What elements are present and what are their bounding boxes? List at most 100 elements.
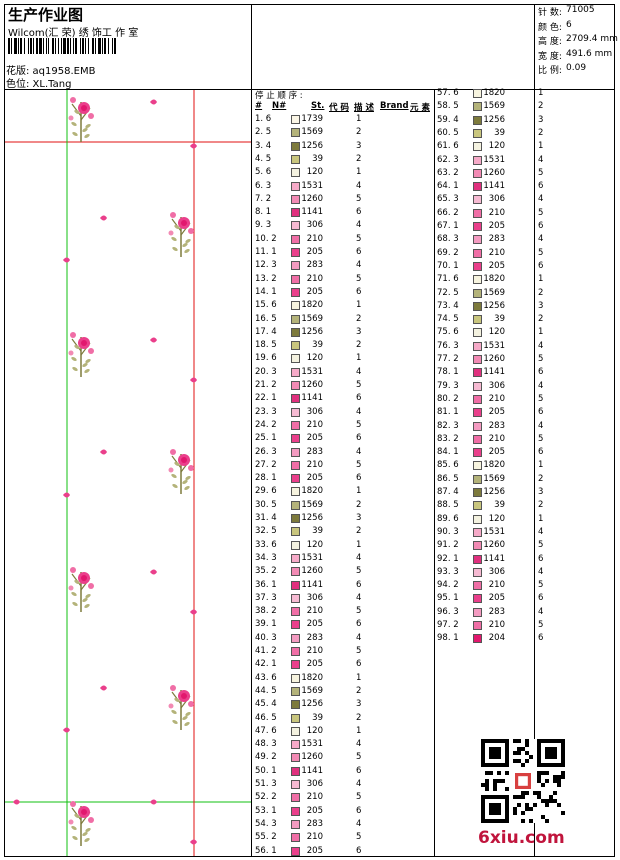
stop-index: 73. 4	[437, 300, 459, 311]
stop-row: 17. 4 1256 3	[255, 327, 430, 340]
thread-code: 1141	[301, 207, 323, 218]
stop-index: 26. 3	[255, 446, 277, 457]
color-swatch	[291, 753, 300, 763]
color-number: 2	[538, 473, 544, 484]
color-number: 4	[538, 234, 544, 245]
color-swatch	[473, 168, 482, 178]
stop-row: 37. 3 306 4	[255, 593, 430, 606]
table-divider	[434, 89, 435, 857]
color-number: 2	[538, 127, 544, 138]
color-swatch	[291, 766, 300, 776]
stop-row: 64. 1 1141 6	[437, 181, 612, 194]
stop-row: 42. 1 205 6	[255, 659, 430, 672]
stop-row: 96. 3 283 4	[437, 607, 612, 620]
stop-row: 90. 3 1531 4	[437, 527, 612, 540]
petal-motif	[13, 799, 20, 805]
stop-index: 86. 5	[437, 473, 459, 484]
stop-index: 68. 3	[437, 234, 459, 245]
spec-label: 颜 色:	[538, 22, 562, 33]
petal-motif	[150, 569, 157, 575]
color-number: 6	[356, 619, 362, 630]
color-swatch	[291, 580, 300, 590]
thread-code: 205	[306, 473, 323, 484]
color-swatch	[473, 381, 482, 391]
color-swatch	[473, 102, 482, 112]
color-swatch	[291, 314, 300, 324]
stop-row: 41. 2 210 5	[255, 646, 430, 659]
qr-code-icon	[481, 739, 565, 823]
col-header-desc: 描 述	[354, 103, 374, 113]
thread-code: 1256	[483, 114, 505, 125]
stop-index: 17. 4	[255, 326, 277, 337]
thread-code: 1256	[483, 487, 505, 497]
color-swatch	[291, 487, 300, 497]
color-number: 1	[356, 300, 362, 311]
stop-row: 34. 3 1531 4	[255, 553, 430, 566]
color-swatch	[473, 368, 482, 378]
stop-index: 87. 4	[437, 487, 459, 497]
stop-row: 60. 5 39 2	[437, 128, 612, 141]
color-swatch	[473, 248, 482, 258]
petal-motif	[100, 215, 107, 221]
color-number: 3	[356, 326, 362, 337]
color-swatch	[291, 274, 300, 284]
stop-index: 58. 5	[437, 101, 459, 112]
stop-row: 80. 2 210 5	[437, 394, 612, 407]
color-number: 1	[356, 725, 362, 736]
stop-row: 68. 3 283 4	[437, 234, 612, 247]
color-swatch	[473, 222, 482, 231]
thread-code: 210	[488, 393, 505, 404]
stop-row: 9. 3 306 4	[255, 220, 430, 233]
stop-index: 95. 1	[437, 593, 459, 604]
thread-code: 1739	[301, 114, 323, 124]
color-number: 4	[356, 446, 362, 457]
stop-row: 74. 5 39 2	[437, 314, 612, 327]
thread-code: 1256	[301, 326, 323, 337]
color-number: 5	[538, 540, 544, 551]
stop-index: 75. 6	[437, 327, 459, 338]
thread-code: 205	[488, 447, 505, 458]
color-swatch	[291, 367, 300, 377]
stop-index: 7. 2	[255, 193, 272, 204]
color-number: 5	[356, 792, 362, 803]
thread-code: 1531	[483, 340, 505, 351]
color-swatch	[473, 527, 482, 537]
color-swatch	[473, 488, 482, 497]
stop-index: 54. 3	[255, 818, 277, 829]
stop-row: 95. 1 205 6	[437, 593, 612, 606]
thread-code: 1531	[301, 552, 323, 563]
color-number: 1	[538, 460, 544, 471]
stop-row: 93. 3 306 4	[437, 567, 612, 580]
color-number: 6	[356, 433, 362, 444]
color-number: 4	[356, 818, 362, 829]
color-number: 5	[538, 433, 544, 444]
color-swatch	[291, 115, 300, 124]
thread-code: 1141	[483, 181, 505, 192]
stop-index: 14. 1	[255, 286, 277, 297]
petal-motif	[150, 99, 157, 105]
spec-value: 0.09	[566, 63, 587, 73]
color-number: 4	[356, 592, 362, 603]
stop-index: 40. 3	[255, 632, 277, 643]
stop-row: 15. 6 1820 1	[255, 300, 430, 313]
stop-index: 37. 3	[255, 592, 277, 603]
stop-row: 22. 1 1141 6	[255, 393, 430, 406]
stop-index: 22. 1	[255, 393, 277, 404]
thread-code: 1260	[301, 193, 323, 204]
color-swatch	[291, 354, 300, 364]
stop-row: 70. 1 205 6	[437, 261, 612, 274]
color-number: 5	[356, 566, 362, 577]
color-swatch	[473, 421, 482, 431]
color-number: 4	[538, 526, 544, 537]
thread-code: 210	[306, 459, 323, 470]
color-number: 6	[538, 553, 544, 564]
petal-motif	[150, 799, 157, 805]
color-number: 6	[356, 207, 362, 218]
color-number: 6	[538, 221, 544, 231]
stop-index: 98. 1	[437, 633, 459, 644]
color-number: 6	[356, 805, 362, 816]
color-swatch	[291, 607, 300, 617]
stop-index: 66. 2	[437, 207, 459, 218]
color-number: 5	[356, 832, 362, 843]
color-number: 4	[538, 566, 544, 577]
